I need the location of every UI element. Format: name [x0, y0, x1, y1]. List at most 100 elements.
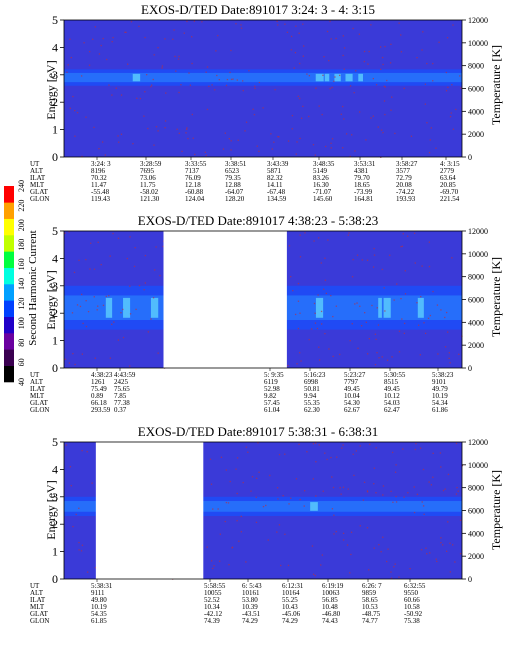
heatmap-noise: [350, 531, 353, 533]
heatmap-noise: [64, 358, 67, 360]
heatmap-noise: [331, 86, 333, 89]
heatmap-noise: [342, 444, 344, 446]
heatmap-noise: [401, 245, 403, 247]
panel-1: EXOS-D/TED Date:891017 3:24: 3 - 4: 3:15…: [30, 2, 503, 203]
heatmap-noise: [315, 87, 317, 89]
heatmap-noise: [333, 514, 335, 516]
heatmap-noise: [449, 571, 452, 573]
colorbar-segment: [4, 186, 14, 203]
heatmap-noise: [100, 44, 102, 47]
heatmap-noise: [451, 257, 453, 259]
heatmap-noise: [347, 234, 349, 236]
heatmap-noise: [245, 446, 248, 448]
heatmap-noise: [143, 289, 145, 291]
y2-tick-label: 10000: [468, 39, 488, 48]
heatmap-noise: [429, 139, 431, 141]
heatmap-noise: [157, 130, 159, 132]
heatmap-noise: [355, 70, 357, 72]
heatmap-noise: [315, 442, 317, 444]
ephem-row-label: MLT: [30, 603, 45, 611]
y2-tick-label: 8000: [468, 484, 484, 493]
heatmap-noise: [356, 302, 358, 304]
heatmap-noise: [161, 67, 163, 69]
ephem-value: 10.39: [242, 603, 258, 611]
heatmap-noise: [446, 311, 448, 314]
heatmap-noise: [398, 22, 400, 24]
heatmap-noise: [455, 442, 458, 445]
ephem-value: 54.30: [344, 399, 360, 407]
ephem-value: -58.02: [140, 188, 159, 196]
data-gap: [95, 442, 204, 579]
ephem-value: 74.29: [282, 617, 298, 625]
heatmap-noise: [375, 83, 378, 86]
heatmap-noise: [373, 254, 376, 256]
colorbar-tick-label: 100: [17, 317, 26, 329]
heatmap-noise: [292, 290, 294, 292]
ephem-value: 10.58: [404, 603, 420, 611]
heatmap-noise: [442, 544, 444, 546]
heatmap-noise: [313, 240, 315, 242]
heatmap-noise: [258, 471, 260, 473]
ephem-value: 9859: [362, 589, 377, 597]
heatmap-noise: [76, 304, 79, 306]
heatmap-noise: [366, 491, 369, 493]
ephem-value: 10.19: [432, 392, 448, 400]
heatmap-noise: [452, 24, 454, 26]
heatmap-noise: [294, 313, 297, 316]
colorbar-segment: [4, 284, 14, 301]
ephem-value: 49.45: [384, 385, 400, 393]
heatmap-noise: [320, 564, 322, 566]
heatmap-noise: [212, 508, 214, 510]
ephem-value: 10.43: [282, 603, 298, 611]
ephem-value: 76.09: [185, 174, 201, 182]
heatmap-noise: [448, 352, 450, 354]
heatmap-noise: [322, 490, 324, 492]
ephem-value: 5: 9:35: [264, 371, 284, 379]
heatmap-noise: [459, 553, 462, 555]
heatmap-noise: [430, 484, 433, 486]
heatmap-noise: [314, 322, 317, 324]
heatmap-noise: [341, 447, 343, 449]
heatmap-noise: [267, 539, 269, 541]
heatmap-noise: [211, 84, 213, 86]
heatmap-noise: [290, 35, 293, 38]
heatmap-noise: [134, 246, 136, 249]
heatmap-noise: [219, 533, 222, 535]
heatmap-noise: [284, 23, 286, 25]
panel-3-title: EXOS-D/TED Date:891017 5:38:31 - 6:38:31: [138, 424, 378, 439]
panel-1-y2label: Temperature [K]: [489, 45, 503, 125]
ephem-value: 54.03: [384, 399, 400, 407]
heatmap-noise: [383, 287, 385, 289]
heatmap-noise: [288, 503, 290, 505]
heatmap-noise: [122, 308, 124, 311]
heatmap-noise: [406, 235, 409, 237]
heatmap-noise: [135, 308, 137, 311]
heatmap-noise: [206, 66, 209, 68]
heatmap-noise: [100, 263, 102, 266]
heatmap-noise: [435, 558, 437, 560]
ephem-value: 3:58:27: [396, 160, 418, 168]
ephem-value: -48.75: [362, 610, 381, 618]
heatmap-noise: [311, 545, 314, 547]
ephem-value: 4381: [354, 167, 369, 175]
y-tick-label: 3: [52, 279, 58, 293]
heatmap-noise: [111, 94, 113, 96]
heatmap-noise: [394, 132, 396, 135]
panel-1-plot-area: [64, 20, 462, 158]
heatmap-noise: [155, 126, 158, 128]
heatmap-noise: [74, 363, 76, 366]
heatmap-noise: [71, 312, 74, 314]
heatmap-noise: [372, 115, 374, 117]
heatmap-noise: [371, 304, 373, 307]
heatmap-noise: [152, 297, 155, 299]
colorbar-segment: [4, 300, 14, 317]
heatmap-noise: [117, 237, 120, 239]
panel-3-ylabel: Energy [eV]: [44, 480, 58, 539]
ephem-value: -69.70: [440, 188, 459, 196]
heatmap-noise: [390, 490, 392, 492]
heatmap-noise: [98, 53, 101, 55]
heatmap-noise: [351, 276, 354, 278]
heatmap-hot-cell: [105, 297, 113, 318]
heatmap-noise: [303, 45, 305, 47]
